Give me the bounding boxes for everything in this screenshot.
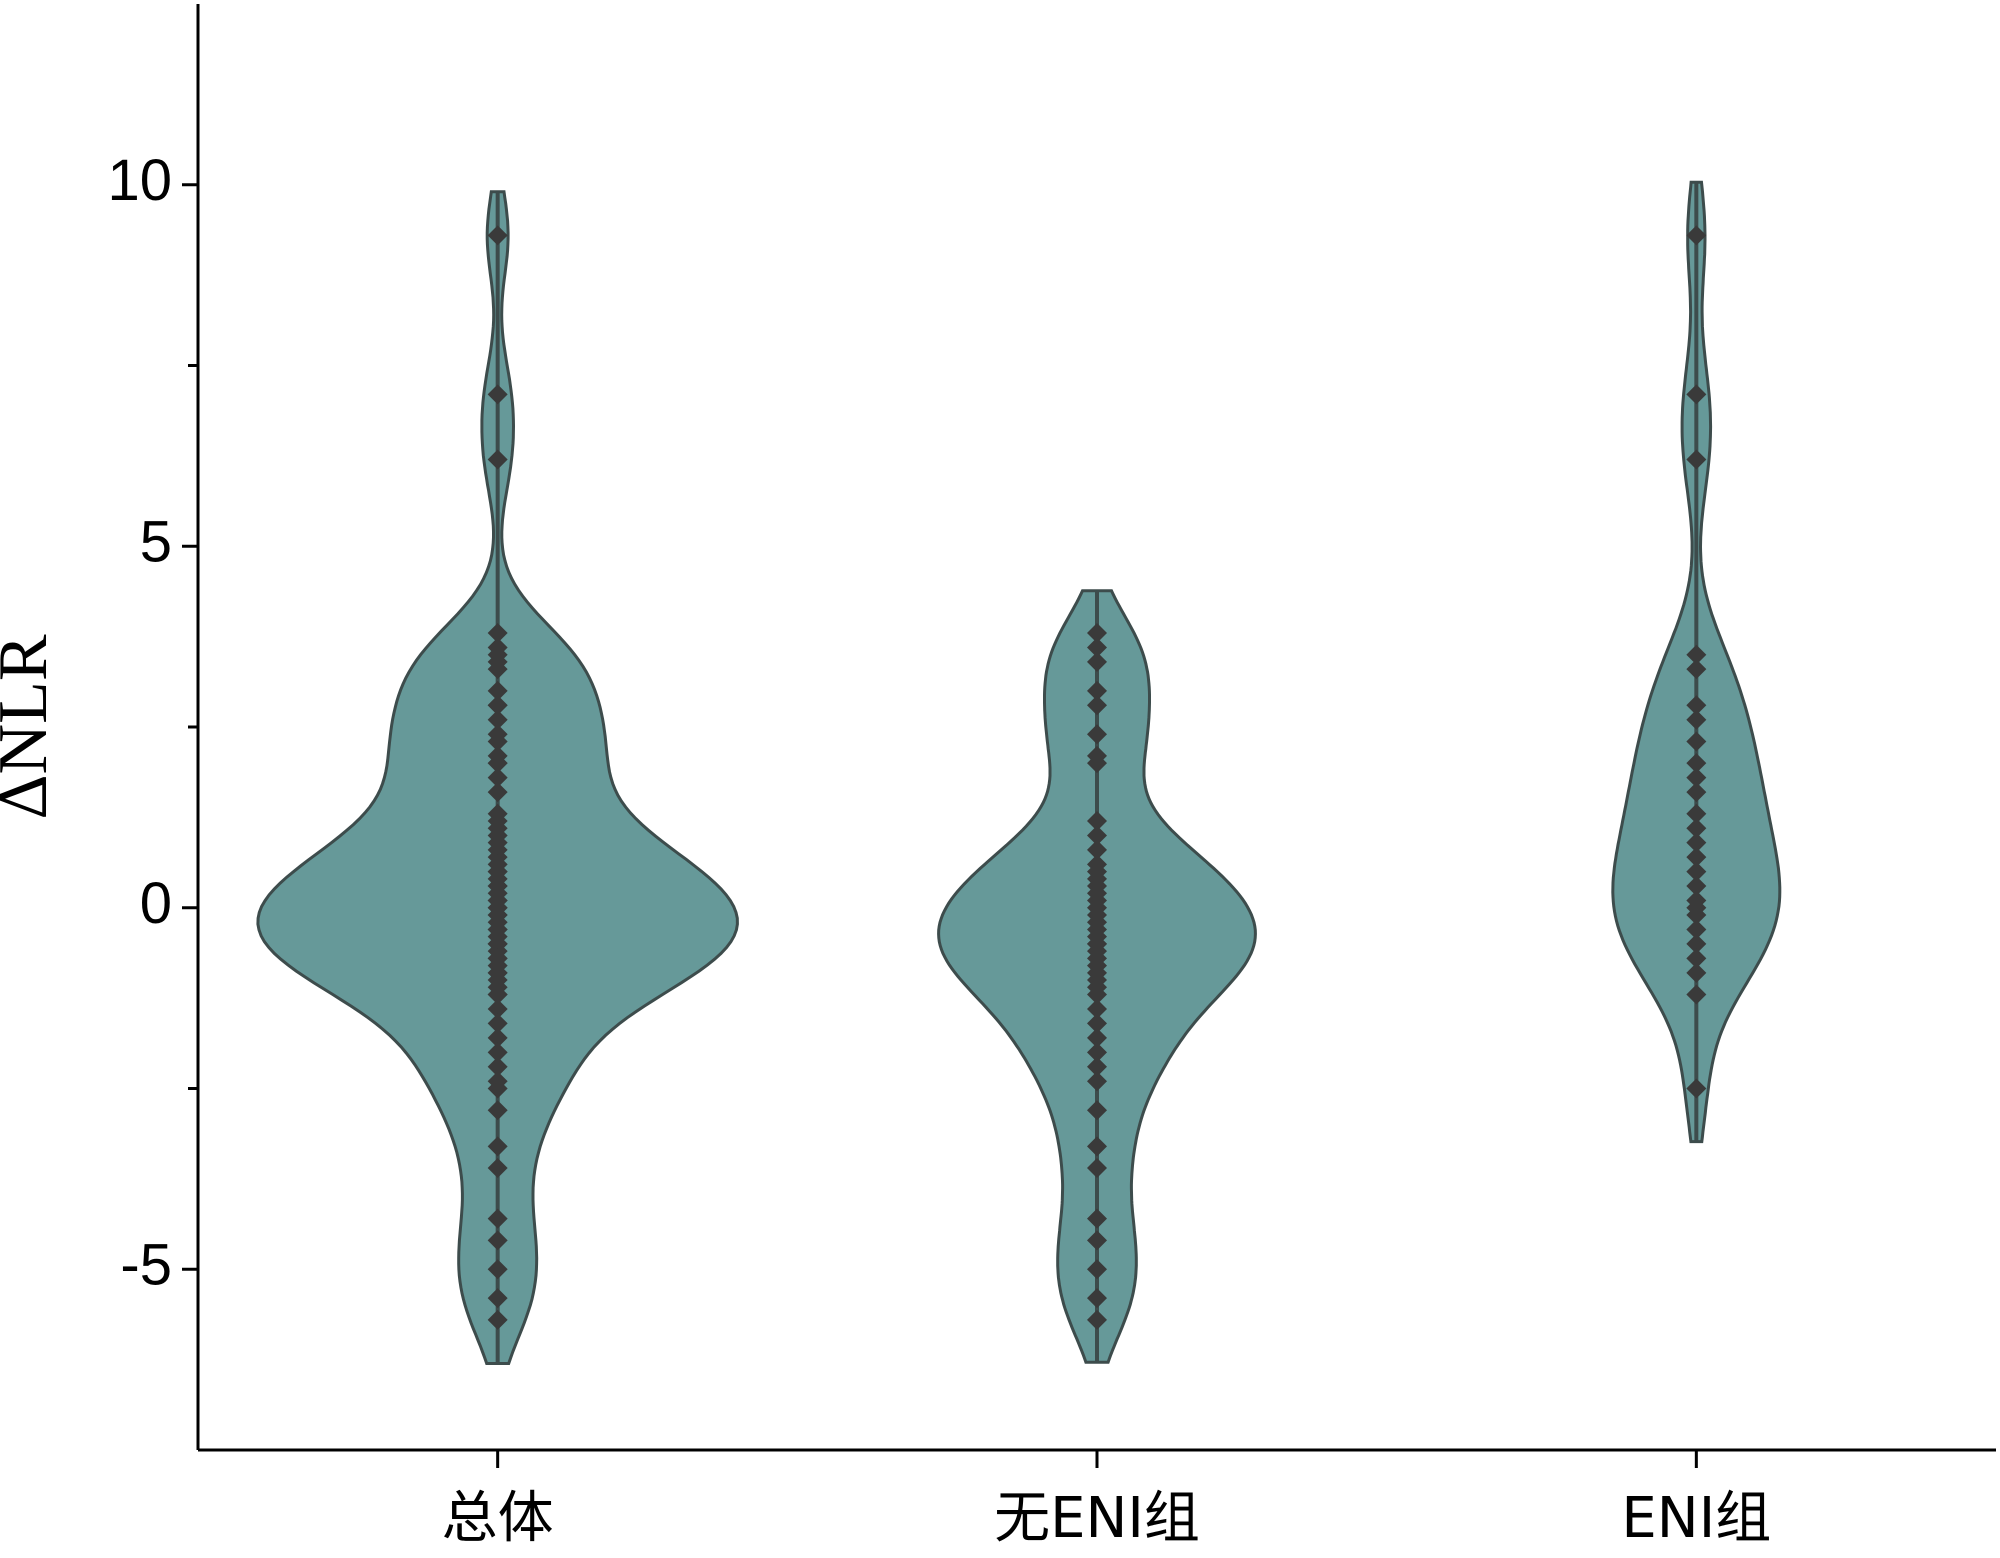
data-point [1087, 1208, 1107, 1229]
data-point [1087, 724, 1107, 745]
data-point [1087, 1027, 1107, 1048]
data-point [487, 1042, 508, 1063]
data-point [1087, 637, 1107, 658]
data-point [1087, 1158, 1107, 1179]
data-point [1087, 1042, 1107, 1063]
data-point [487, 225, 508, 246]
data-point [487, 1208, 508, 1229]
data-point [487, 637, 508, 658]
data-point [1686, 847, 1707, 868]
x-tick-label: 总体 [442, 1486, 554, 1551]
data-point [487, 1100, 508, 1121]
y-tick-label: 5 [140, 510, 172, 575]
data-point [1686, 753, 1707, 774]
data-point [1686, 832, 1707, 853]
data-point [1686, 933, 1707, 954]
data-point [1087, 623, 1107, 644]
data-point [1686, 384, 1707, 405]
data-point [1087, 1056, 1107, 1077]
data-point [487, 1136, 508, 1157]
data-point [1087, 1259, 1107, 1280]
data-point [1087, 825, 1107, 846]
data-point [487, 695, 508, 716]
data-point [487, 680, 508, 701]
data-point [487, 810, 508, 831]
data-point [1686, 984, 1707, 1005]
data-point [487, 1056, 508, 1077]
data-point [487, 825, 508, 846]
data-point [487, 1027, 508, 1048]
data-point [487, 1309, 508, 1330]
data-point [1686, 695, 1707, 716]
data-point [1686, 803, 1707, 824]
data-point [487, 1071, 508, 1092]
data-point [1087, 1013, 1107, 1034]
y-tick-label: 0 [140, 871, 172, 936]
data-point [1087, 1230, 1107, 1251]
data-point [1087, 651, 1107, 672]
data-point [1686, 731, 1707, 752]
data-point [1087, 1071, 1107, 1092]
data-point [487, 984, 508, 1005]
data-point [487, 709, 508, 730]
data-point [1087, 998, 1107, 1019]
data-point [1686, 767, 1707, 788]
data-point [487, 753, 508, 774]
x-tick-label: ENI组 [1621, 1486, 1771, 1551]
y-tick-label: -5 [120, 1233, 172, 1298]
data-point [1087, 753, 1107, 774]
data-point [1686, 962, 1707, 983]
data-point [1686, 782, 1707, 803]
data-point [1686, 659, 1707, 680]
data-point [487, 1013, 508, 1034]
data-point [1686, 919, 1707, 940]
data-point [1087, 695, 1107, 716]
data-point [487, 1288, 508, 1309]
data-point [1087, 1136, 1107, 1157]
data-point [1087, 810, 1107, 831]
data-point [487, 724, 508, 745]
data-point [1686, 818, 1707, 839]
data-point [1087, 1309, 1107, 1330]
data-point [487, 623, 508, 644]
y-tick-label: 10 [107, 148, 172, 213]
data-point [487, 449, 508, 470]
data-point [1686, 876, 1707, 897]
data-point [1686, 861, 1707, 882]
y-axis-label: ΔNLR [0, 634, 62, 819]
data-point [487, 1230, 508, 1251]
data-point [1686, 449, 1707, 470]
data-point [1087, 680, 1107, 701]
data-point [487, 1158, 508, 1179]
data-point [487, 1259, 508, 1280]
data-point [1686, 709, 1707, 730]
data-point [487, 651, 508, 672]
data-point [487, 384, 508, 405]
data-point [487, 839, 508, 860]
data-point [1087, 984, 1107, 1005]
data-point [1686, 644, 1707, 665]
data-point [487, 767, 508, 788]
data-point [1686, 948, 1707, 969]
data-point [1087, 1100, 1107, 1121]
data-point [1686, 225, 1707, 246]
data-point [1686, 904, 1707, 925]
data-point [487, 782, 508, 803]
data-point [1686, 1078, 1707, 1099]
data-point [1087, 1288, 1107, 1309]
data-point [1087, 839, 1107, 860]
x-tick-label: 无ENI组 [994, 1486, 1200, 1551]
data-point [487, 998, 508, 1019]
